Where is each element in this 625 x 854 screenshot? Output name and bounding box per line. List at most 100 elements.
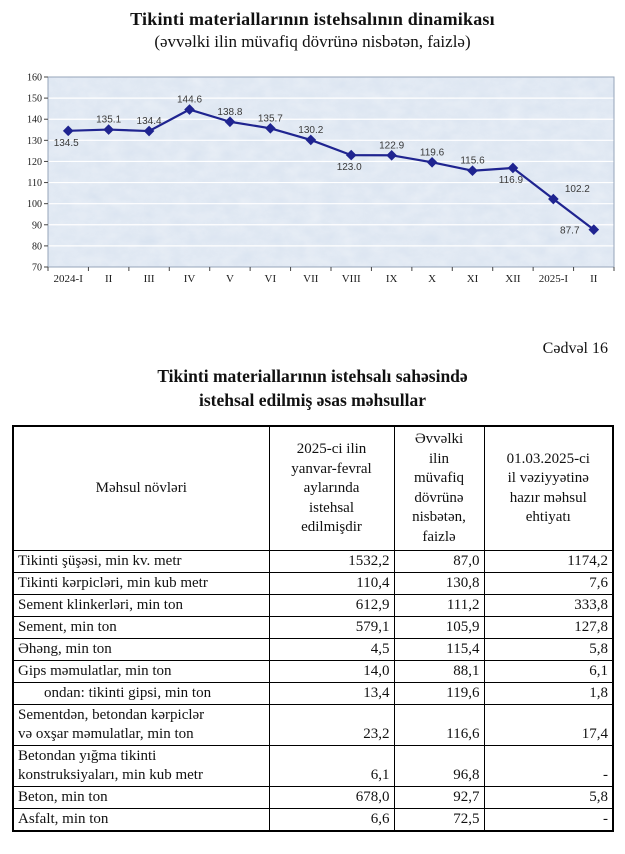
column-header: Əvvəlki ilin müvafiq dövrünə nisbətən, f… [393, 425, 485, 552]
value-cell: 333,8 [483, 594, 614, 618]
value-cell: 72,5 [393, 808, 485, 832]
product-name-cell: ondan: tikinti gipsi, min ton [12, 682, 270, 706]
column-header: 2025-ci ilin yanvar-fevral aylarında ist… [268, 425, 395, 552]
x-axis-label: VII [303, 273, 319, 285]
value-cell: 87,0 [393, 550, 485, 574]
table-row: Tikinti kərpicləri, min kub metr 110,4 130… [12, 572, 614, 596]
data-point-marker [588, 224, 600, 235]
table-row: Sement klinkerləri, min ton 612,9 111,2 333… [12, 594, 614, 618]
product-name-cell: Betondan yığma tikinti konstruksiyaları,… [12, 745, 270, 788]
product-name-cell: Asfalt, min ton [12, 808, 270, 832]
data-label: 135.1 [96, 115, 121, 126]
table-row: Asfalt, min ton 6,6 72,5- [12, 808, 614, 832]
x-axis-label: VIII [342, 273, 361, 285]
data-label: 134.5 [54, 138, 79, 149]
table-row: Tikinti şüşəsi, min kv. metr 1532,2 87,0 11… [12, 550, 614, 574]
product-name-cell: Sement, min ton [12, 616, 270, 640]
y-axis-label: 70 [32, 263, 42, 274]
data-point-marker [62, 125, 74, 137]
data-point-marker [143, 125, 155, 137]
product-name-cell: Sement klinkerləri, min ton [12, 594, 270, 618]
table-row: Əhəng, min ton 4,5 115,4 5,8 [12, 638, 614, 662]
data-label: 144.6 [177, 95, 202, 106]
value-cell: 119,6 [393, 682, 485, 706]
data-point-marker [467, 165, 478, 177]
value-cell: 88,1 [393, 660, 485, 684]
value-cell: - [483, 808, 614, 832]
page-subtitle: (əvvəlki ilin müvafiq dövrünə nisbətən, … [154, 32, 471, 51]
data-point-marker [345, 149, 357, 161]
table-caption: Cədvəl 16 [542, 340, 608, 357]
value-cell: 17,4 [483, 704, 614, 747]
data-label: 130.2 [298, 125, 323, 136]
y-axis-label: 150 [27, 94, 42, 105]
value-cell: 127,8 [483, 616, 614, 640]
y-axis-label: 110 [27, 178, 42, 189]
product-name-cell: Tikinti şüşəsi, min kv. metr [12, 550, 270, 574]
data-point-marker [224, 116, 236, 128]
value-cell: 13,4 [268, 682, 395, 706]
value-cell: 23,2 [268, 704, 395, 747]
value-cell: 7,6 [483, 572, 614, 596]
table-row: ondan: tikinti gipsi, min ton 13,4 119,6 1,… [12, 682, 614, 706]
x-axis-label: X [428, 273, 436, 285]
value-cell: - [483, 745, 614, 788]
value-cell: 111,2 [393, 594, 485, 618]
x-axis-label: II [105, 273, 113, 285]
value-cell: 116,6 [393, 704, 485, 747]
value-cell: 6,1 [268, 745, 395, 788]
data-label: 123.0 [337, 162, 362, 173]
y-axis-label: 130 [27, 136, 42, 147]
data-point-marker [265, 122, 276, 134]
value-cell: 92,7 [393, 786, 485, 810]
value-cell: 6,1 [483, 660, 614, 684]
value-cell: 612,9 [268, 594, 395, 618]
x-axis-label: XII [505, 273, 521, 285]
table-header-row: Məhsul növləri 2025-ci ilin yanvar-fevral… [12, 425, 614, 552]
y-axis-label: 140 [27, 115, 42, 126]
x-axis-label: VI [265, 273, 277, 285]
table-title: Tikinti materiallarının istehsalı sahəsi… [157, 366, 468, 410]
data-point-marker [548, 193, 559, 205]
value-cell: 130,8 [393, 572, 485, 596]
y-axis-label: 100 [27, 199, 42, 210]
data-point-marker [305, 134, 317, 146]
table-row: Sementdən, betondan kərpiclər və oxşar m… [12, 704, 614, 747]
data-point-marker [426, 156, 438, 168]
value-cell: 6,6 [268, 808, 395, 832]
data-point-marker [507, 162, 519, 174]
x-axis-label: IV [184, 273, 196, 285]
y-axis-label: 120 [27, 157, 42, 168]
value-cell: 1174,2 [483, 550, 614, 574]
trend-line [68, 108, 595, 231]
data-label: 102.2 [565, 184, 590, 195]
y-axis-label: 160 [27, 73, 42, 84]
value-cell: 5,8 [483, 638, 614, 662]
value-cell: 105,9 [393, 616, 485, 640]
product-name-cell: Əhəng, min ton [12, 638, 270, 662]
value-cell: 1532,2 [268, 550, 395, 574]
data-label: 115.6 [460, 156, 485, 167]
x-axis-label: IX [386, 273, 398, 285]
value-cell: 110,4 [268, 572, 395, 596]
column-header: Məhsul növləri [12, 425, 270, 552]
value-cell: 678,0 [268, 786, 395, 810]
table-row: Beton, min ton 678,0 92,7 5,8 [12, 786, 614, 810]
x-axis-label: II [590, 273, 598, 285]
table-row: Gips məmulatlar, min ton 14,0 88,1 6,1 [12, 660, 614, 684]
data-label: 134.4 [137, 116, 162, 127]
data-point-marker [103, 124, 114, 135]
data-label: 119.6 [420, 147, 445, 158]
value-cell: 4,5 [268, 638, 395, 662]
value-cell: 115,4 [393, 638, 485, 662]
column-header: 01.03.2025-ci il vəziyyətinə hazır məhsu… [483, 425, 614, 552]
product-name-cell: Tikinti kərpicləri, min kub metr [12, 572, 270, 596]
x-axis-label: XI [467, 273, 479, 285]
data-label: 138.8 [217, 107, 242, 118]
data-label: 87.7 [560, 226, 580, 237]
plot-texture [48, 77, 614, 267]
data-label: 122.9 [379, 140, 404, 151]
table-row: Betondan yığma tikinti konstruksiyaları,… [12, 745, 614, 788]
